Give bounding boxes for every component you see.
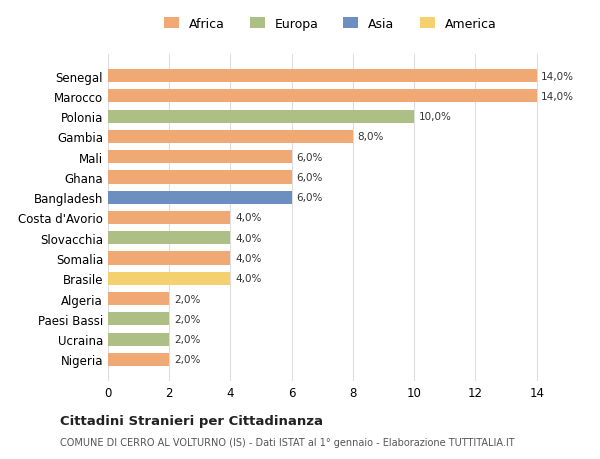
Bar	[108, 110, 414, 123]
Bar	[108, 191, 292, 204]
Bar	[108, 252, 230, 265]
Text: 2,0%: 2,0%	[174, 294, 200, 304]
Bar	[108, 313, 169, 326]
Text: 4,0%: 4,0%	[235, 253, 262, 263]
Bar	[108, 272, 230, 285]
Text: 6,0%: 6,0%	[296, 152, 323, 162]
Text: 4,0%: 4,0%	[235, 233, 262, 243]
Text: COMUNE DI CERRO AL VOLTURNO (IS) - Dati ISTAT al 1° gennaio - Elaborazione TUTTI: COMUNE DI CERRO AL VOLTURNO (IS) - Dati …	[60, 437, 515, 448]
Text: 14,0%: 14,0%	[541, 72, 574, 81]
Bar	[108, 130, 353, 144]
Legend: Africa, Europa, Asia, America: Africa, Europa, Asia, America	[158, 13, 502, 36]
Bar	[108, 353, 169, 366]
Bar	[108, 232, 230, 245]
Bar	[108, 333, 169, 346]
Text: 2,0%: 2,0%	[174, 334, 200, 344]
Text: 2,0%: 2,0%	[174, 314, 200, 324]
Text: 8,0%: 8,0%	[358, 132, 384, 142]
Bar	[108, 70, 536, 83]
Text: 4,0%: 4,0%	[235, 274, 262, 284]
Text: Cittadini Stranieri per Cittadinanza: Cittadini Stranieri per Cittadinanza	[60, 414, 323, 427]
Bar	[108, 171, 292, 184]
Text: 6,0%: 6,0%	[296, 173, 323, 183]
Text: 10,0%: 10,0%	[419, 112, 452, 122]
Bar	[108, 151, 292, 164]
Bar	[108, 212, 230, 224]
Text: 6,0%: 6,0%	[296, 193, 323, 203]
Bar	[108, 292, 169, 306]
Text: 14,0%: 14,0%	[541, 92, 574, 102]
Text: 4,0%: 4,0%	[235, 213, 262, 223]
Bar	[108, 90, 536, 103]
Text: 2,0%: 2,0%	[174, 355, 200, 364]
